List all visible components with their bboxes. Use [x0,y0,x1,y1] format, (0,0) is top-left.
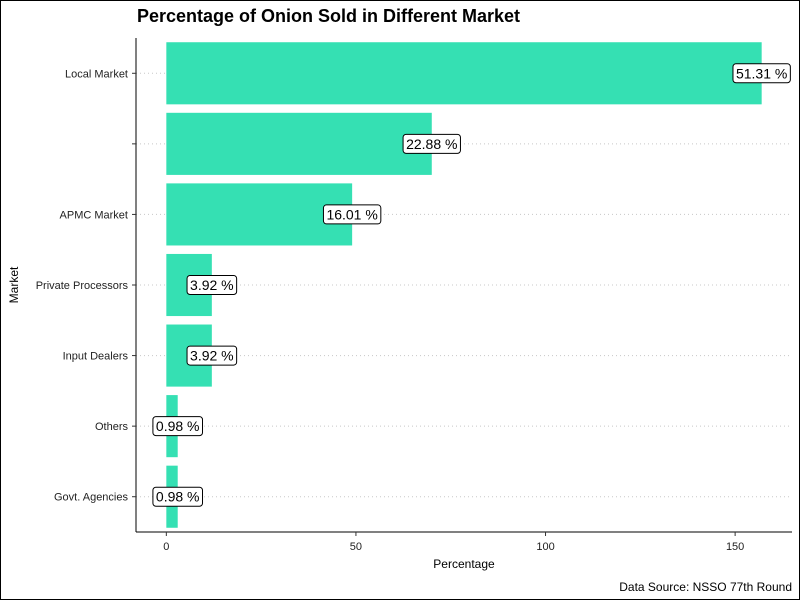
data-label: 0.98 % [156,489,200,505]
data-label: 22.88 % [406,136,457,152]
y-tick-label: Private Processors [36,280,129,292]
y-tick-label: Others [95,421,129,433]
x-tick-label: 50 [350,541,362,553]
x-tick-label: 150 [726,541,744,553]
x-tick-label: 100 [536,541,554,553]
bar [166,112,432,175]
data-source-caption: Data Source: NSSO 77th Round [619,580,792,594]
y-tick-label: Local Market [65,68,128,80]
data-label: 3.92 % [190,277,234,293]
y-tick-label: APMC Market [60,209,128,221]
data-label-box [152,486,204,507]
data-label: 0.98 % [156,418,200,434]
x-tick-label: 0 [163,541,169,553]
y-tick-label: Govt. Agencies [54,492,128,504]
y-tick-label: Input Dealers [63,351,129,363]
data-label-box [186,345,238,366]
x-axis-title: Percentage [433,557,495,571]
data-label-box [322,204,382,225]
data-label: 16.01 % [326,206,377,222]
data-label-box [402,133,461,154]
y-axis-title: Market [7,266,21,303]
chart-title: Percentage of Onion Sold in Different Ma… [137,6,521,26]
bar [166,42,762,105]
bar [166,183,353,246]
data-label-box [152,416,204,437]
data-label: 51.31 % [736,65,787,81]
data-label-box [732,63,791,84]
data-label: 3.92 % [190,348,234,364]
data-label-box [186,275,238,295]
